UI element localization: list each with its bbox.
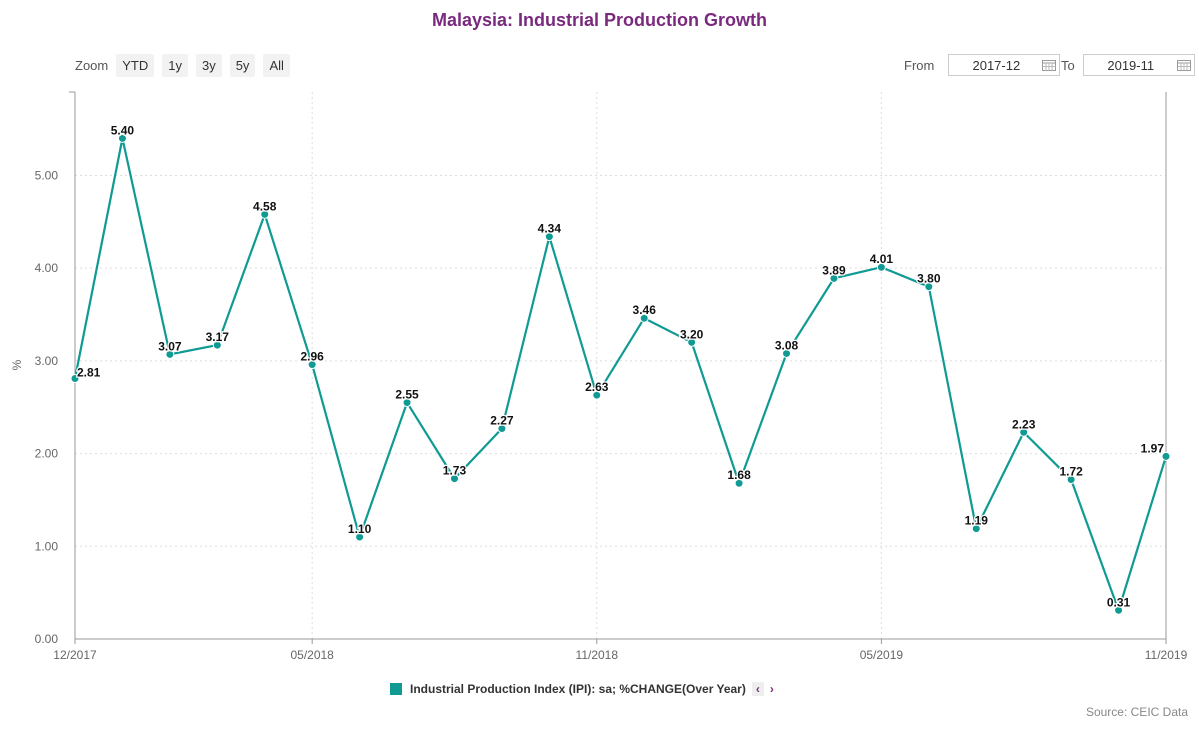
data-label: 2.63 — [585, 380, 609, 394]
zoom-all-button[interactable]: All — [263, 54, 290, 77]
series-layer — [70, 133, 1171, 615]
series-line — [73, 137, 1168, 612]
to-label: To — [1061, 57, 1075, 73]
data-point — [829, 273, 839, 283]
data-label: 4.34 — [538, 222, 562, 236]
data-point — [212, 340, 222, 350]
y-tick-label: 1.00 — [35, 539, 59, 553]
data-point — [782, 348, 792, 358]
calendar-icon[interactable] — [1042, 59, 1057, 71]
data-label: 0.31 — [1107, 595, 1131, 609]
data-label-layer: 2.81 5.40 3.07 3.17 4.58 2.96 1.10 2.55 1.73 2.27… — [76, 122, 1166, 610]
data-label: 3.08 — [775, 338, 799, 352]
data-point — [117, 133, 127, 143]
legend-prev-button[interactable]: ‹ — [751, 682, 764, 696]
x-tick-label: 11/2018 — [576, 648, 619, 662]
to-date-input[interactable] — [1082, 54, 1195, 76]
data-point — [592, 390, 602, 400]
from-label: From — [904, 57, 935, 73]
chart-title: Malaysia: Industrial Production Growth — [431, 10, 768, 30]
from-field-wrap — [934, 54, 1061, 76]
legend[interactable]: Industrial Production Index (IPI): sa; %… — [390, 682, 774, 696]
data-label: 3.80 — [917, 272, 941, 286]
data-label: 3.46 — [633, 303, 657, 317]
data-label: 3.17 — [206, 330, 230, 344]
data-point — [497, 424, 507, 434]
legend-next-button[interactable]: › — [769, 682, 774, 696]
x-tick-label: 12/2017 — [53, 648, 97, 662]
x-tick-label: 05/2019 — [860, 648, 904, 662]
source-credit: Source: CEIC Data — [1085, 705, 1188, 719]
axes-layer: 0.00 1.00 2.00 3.00 4.00 5.00 12/2017 05/2018 11… — [10, 91, 1188, 662]
data-point — [402, 398, 412, 408]
range-to: To — [1061, 54, 1195, 76]
zoom-label: Zoom — [75, 58, 109, 73]
data-label: 2.27 — [490, 414, 514, 428]
data-point — [307, 360, 317, 370]
grid-layer — [75, 92, 1166, 639]
data-label: 2.81 — [77, 365, 101, 379]
data-point — [1161, 451, 1171, 461]
data-label: 5.40 — [111, 123, 135, 137]
to-field-wrap — [1075, 54, 1195, 76]
data-point — [260, 209, 270, 219]
data-label: 3.07 — [158, 339, 182, 353]
y-tick-label: 5.00 — [35, 168, 59, 182]
data-label: 4.01 — [870, 252, 894, 266]
data-label: 3.89 — [822, 263, 846, 277]
data-label: 3.20 — [680, 327, 704, 341]
x-tick-label: 11/2019 — [1145, 648, 1188, 662]
data-label: 1.73 — [443, 464, 467, 478]
data-point — [1114, 605, 1124, 615]
data-point — [70, 373, 80, 383]
data-label: 2.96 — [300, 350, 324, 364]
from-date-input[interactable] — [948, 54, 1061, 76]
y-tick-label: 3.00 — [35, 354, 59, 368]
data-point — [734, 478, 744, 488]
zoom-5y-button[interactable]: 5y — [229, 54, 256, 77]
data-point — [544, 232, 554, 242]
data-point — [876, 262, 886, 272]
range-from: From — [904, 54, 1061, 76]
zoom-1y-button[interactable]: 1y — [162, 54, 188, 77]
data-point — [165, 349, 175, 359]
y-axis-label: % — [10, 359, 24, 370]
data-label: 2.55 — [395, 388, 419, 402]
data-point — [639, 313, 649, 323]
data-point — [1066, 475, 1076, 485]
data-point — [971, 524, 981, 534]
y-tick-label: 4.00 — [35, 261, 59, 275]
data-label: 2.23 — [1012, 417, 1036, 431]
data-point — [687, 337, 697, 347]
data-label: 1.97 — [1141, 441, 1165, 455]
data-point — [449, 474, 459, 484]
x-tick-label: 05/2018 — [290, 648, 334, 662]
data-point — [924, 282, 934, 292]
zoom-ytd-button[interactable]: YTD — [116, 54, 155, 77]
data-point — [355, 532, 365, 542]
data-label: 1.72 — [1059, 465, 1083, 479]
legend-swatch — [390, 683, 402, 695]
legend-label[interactable]: Industrial Production Index (IPI): sa; %… — [410, 682, 746, 696]
y-tick-label: 2.00 — [35, 447, 59, 461]
data-label: 1.68 — [727, 468, 751, 482]
zoom-3y-button[interactable]: 3y — [195, 54, 222, 77]
zoom-bar: Zoom YTD 1y 3y 5y All — [75, 54, 290, 77]
y-tick-label: 0.00 — [35, 632, 59, 646]
data-label: 1.10 — [348, 522, 372, 536]
data-label: 1.19 — [965, 514, 989, 528]
data-label: 4.58 — [253, 199, 277, 213]
data-point — [1019, 427, 1029, 437]
calendar-icon[interactable] — [1176, 59, 1191, 71]
